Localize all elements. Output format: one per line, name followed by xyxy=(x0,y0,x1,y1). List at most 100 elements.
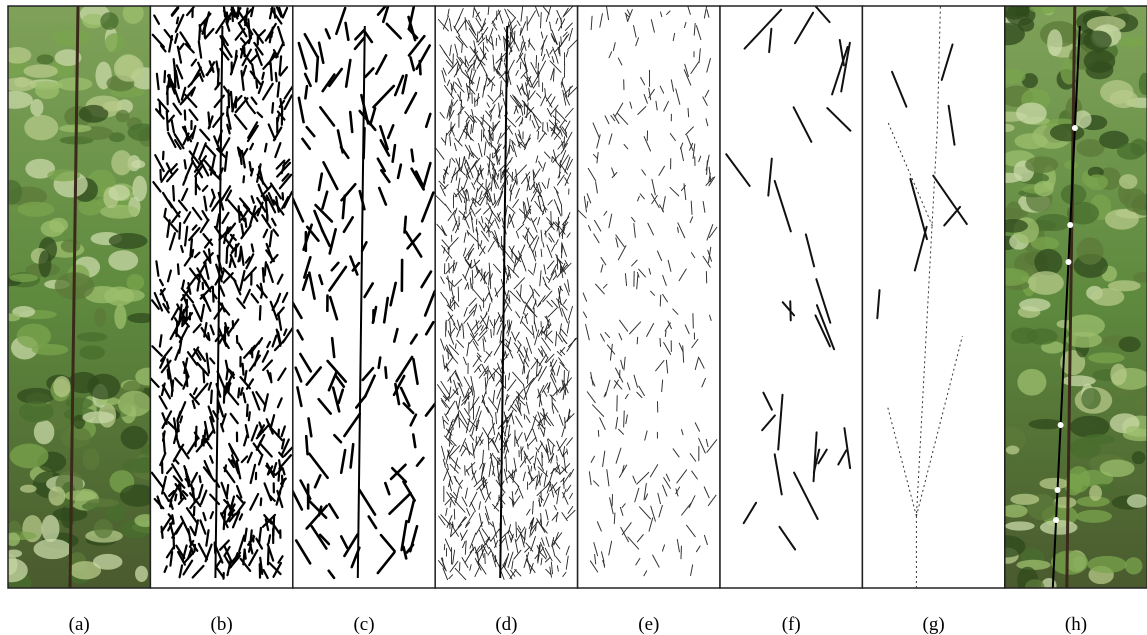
edge-stroke xyxy=(559,346,566,353)
edge-stroke xyxy=(475,17,484,31)
leaf xyxy=(1067,466,1091,493)
edge-stroke xyxy=(559,323,562,334)
edge-stroke xyxy=(459,56,469,69)
leaf xyxy=(100,12,119,30)
edge-stroke xyxy=(557,287,562,305)
edge-stroke xyxy=(481,32,484,40)
edge-stroke xyxy=(529,455,534,461)
edge-stroke xyxy=(466,229,469,236)
edge-stroke xyxy=(201,209,210,222)
edge-stroke xyxy=(202,250,211,263)
edge-stroke xyxy=(390,466,408,484)
edge-stroke xyxy=(479,164,483,178)
edge-stroke xyxy=(609,497,614,515)
edge-stroke xyxy=(319,106,336,127)
edge-stroke xyxy=(233,113,248,131)
edge-stroke xyxy=(376,551,396,575)
edge-stroke xyxy=(251,63,256,80)
edge-stroke xyxy=(197,40,203,59)
edge-stroke xyxy=(542,6,550,15)
edge-stroke xyxy=(725,153,751,187)
edge-stroke xyxy=(667,320,672,330)
edge-stroke xyxy=(502,515,506,526)
edge-stroke xyxy=(476,266,480,272)
edge-stroke xyxy=(508,18,514,35)
edge-stroke xyxy=(483,206,492,215)
edge-stroke xyxy=(182,559,194,576)
edge-stroke xyxy=(189,238,194,257)
edge-stroke xyxy=(184,478,195,491)
edge-stroke xyxy=(490,329,492,339)
edge-stroke xyxy=(583,195,587,213)
edge-stroke xyxy=(532,80,539,89)
edge-stroke xyxy=(464,540,467,555)
edge-stroke xyxy=(263,261,268,277)
edge-stroke xyxy=(495,152,500,165)
edge-stroke xyxy=(444,413,450,422)
edge-stroke xyxy=(594,219,602,232)
edge-stroke xyxy=(557,171,561,179)
edge-stroke xyxy=(677,222,686,239)
edge-stroke xyxy=(532,113,540,129)
edge-stroke xyxy=(512,94,521,108)
edge-stroke xyxy=(258,526,263,544)
edge-stroke xyxy=(175,64,184,80)
edge-stroke xyxy=(532,289,534,299)
edge-stroke xyxy=(449,456,461,470)
edge-stroke xyxy=(166,368,170,380)
edge-stroke xyxy=(465,461,476,472)
edge-stroke xyxy=(475,405,481,418)
edge-stroke xyxy=(252,28,264,44)
edge-stroke xyxy=(301,273,310,292)
edge-stroke xyxy=(469,564,472,571)
edge-stroke xyxy=(464,282,469,290)
edge-stroke xyxy=(159,287,166,296)
edge-stroke xyxy=(242,147,249,157)
edge-stroke xyxy=(457,395,461,410)
edge-stroke xyxy=(530,465,533,472)
edge-stroke xyxy=(566,158,573,171)
leaf xyxy=(1005,445,1020,455)
edge-stroke xyxy=(156,495,163,510)
edge-stroke xyxy=(561,223,564,240)
edge-stroke xyxy=(556,486,560,505)
edge-stroke xyxy=(150,471,165,489)
edge-stroke xyxy=(552,153,560,164)
edge-stroke xyxy=(815,278,832,324)
edge-stroke xyxy=(453,62,463,78)
edge-stroke xyxy=(264,518,270,532)
edge-stroke xyxy=(512,371,524,385)
leaf xyxy=(76,332,108,342)
edge-stroke xyxy=(463,189,468,203)
edge-stroke xyxy=(162,432,166,454)
edge-stroke xyxy=(541,451,544,458)
leaf xyxy=(132,175,148,202)
edge-stroke xyxy=(508,534,512,542)
edge-stroke xyxy=(515,115,522,123)
edge-stroke xyxy=(838,38,845,67)
edge-stroke xyxy=(619,319,629,332)
edge-stroke xyxy=(170,307,180,321)
leaf xyxy=(31,344,69,356)
edge-stroke xyxy=(600,256,607,266)
edge-stroke xyxy=(409,333,418,345)
edge-stroke xyxy=(507,524,511,535)
edge-stroke xyxy=(538,499,542,507)
leaf xyxy=(1135,393,1147,416)
edge-stroke xyxy=(240,149,246,169)
edge-stroke xyxy=(508,74,512,86)
edge-stroke xyxy=(675,486,681,495)
edge-stroke xyxy=(552,274,557,281)
leaf xyxy=(1076,496,1110,507)
edge-stroke xyxy=(247,121,259,139)
edge-stroke xyxy=(163,207,167,218)
edge-stroke xyxy=(473,476,485,488)
edge-stroke xyxy=(178,339,183,354)
edge-stroke xyxy=(376,157,387,173)
edge-stroke xyxy=(530,72,540,88)
edge-stroke xyxy=(663,477,671,489)
edge-stroke xyxy=(553,68,555,82)
edge-stroke xyxy=(328,227,337,255)
edge-stroke xyxy=(465,83,470,99)
edge-stroke xyxy=(215,213,221,229)
